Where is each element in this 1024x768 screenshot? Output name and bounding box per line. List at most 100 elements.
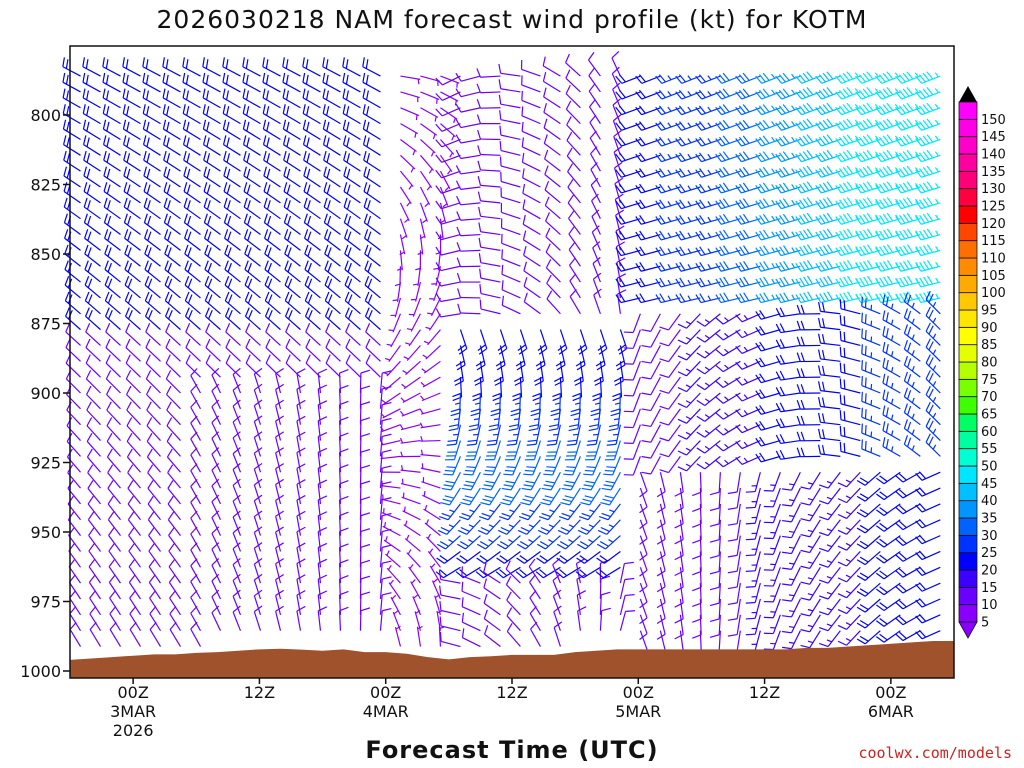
barb-flag <box>544 149 549 160</box>
barb-flag <box>106 432 113 442</box>
barb-shaft <box>721 91 741 100</box>
barb-shaft <box>421 392 441 402</box>
wind-barb <box>242 88 261 109</box>
barb-shaft <box>559 345 566 366</box>
barb-shaft <box>284 269 301 283</box>
wind-barb <box>623 376 641 397</box>
wind-barb <box>612 114 622 140</box>
barb-shaft <box>592 278 601 299</box>
wind-barb <box>232 478 242 505</box>
barb-shaft <box>522 192 541 204</box>
barb-flag <box>722 135 730 144</box>
barb-flag <box>564 469 575 472</box>
barb-flag <box>362 135 367 145</box>
barb-shaft <box>253 563 262 584</box>
barb-flag <box>739 168 746 177</box>
barb-flag <box>659 437 669 442</box>
barb-shaft <box>82 81 101 93</box>
barb-shaft <box>63 206 81 220</box>
barb-flag <box>62 104 66 114</box>
barb-shaft <box>542 65 561 77</box>
barb-flag <box>508 428 519 432</box>
barb-flag <box>247 231 252 241</box>
barb-half-flag <box>434 116 437 122</box>
wind-barb <box>167 464 181 489</box>
barb-flag <box>223 197 228 208</box>
barb-flag <box>106 448 113 458</box>
barb-shaft <box>772 630 781 650</box>
wind-barb <box>296 399 306 425</box>
barb-shaft <box>499 329 508 349</box>
barb-flag <box>722 151 730 160</box>
barb-flag <box>745 554 756 557</box>
barb-shaft <box>102 112 121 125</box>
barb-flag <box>655 278 662 288</box>
wind-barb <box>125 354 141 378</box>
barb-flag <box>759 168 766 177</box>
wind-barb <box>483 594 501 616</box>
barb-flag <box>322 88 326 99</box>
barb-flag <box>186 121 190 132</box>
wind-barb <box>83 166 101 188</box>
barb-flag <box>677 387 687 393</box>
barb-flag <box>778 74 786 83</box>
barb-flag <box>62 88 66 99</box>
barb-flag <box>521 106 524 116</box>
barb-flag <box>802 135 810 144</box>
barb-shaft <box>781 75 801 84</box>
barb-shaft <box>85 378 101 394</box>
wind-barb <box>264 291 281 315</box>
barb-flag <box>242 104 246 114</box>
barb-half-flag <box>422 354 428 359</box>
barb-flag <box>639 506 648 514</box>
barb-shaft <box>145 362 161 378</box>
barb-half-flag <box>383 521 387 528</box>
wind-barb <box>775 182 801 194</box>
wind-barb <box>755 260 781 272</box>
barb-shaft <box>338 388 342 409</box>
wind-barb <box>477 191 501 204</box>
barb-flag <box>742 119 750 129</box>
barb-half-flag <box>404 218 409 224</box>
barb-flag <box>165 74 169 85</box>
barb-flag <box>739 215 746 224</box>
barb-flag <box>124 244 129 255</box>
wind-barb <box>435 231 461 241</box>
wind-barb <box>420 435 441 442</box>
wind-barb <box>775 434 801 445</box>
barb-shaft <box>754 551 761 571</box>
barb-flag <box>659 293 666 302</box>
barb-flag <box>658 74 666 83</box>
barb-flag <box>86 200 91 210</box>
wind-barb <box>435 154 461 163</box>
barb-flag <box>306 121 310 132</box>
barb-flag <box>556 557 565 564</box>
barb-shaft <box>211 596 222 616</box>
barb-flag <box>459 541 469 547</box>
barb-shaft <box>530 628 541 647</box>
barb-flag <box>285 323 291 333</box>
barb-shaft <box>379 531 383 552</box>
barb-shaft <box>621 218 641 225</box>
barb-flag <box>635 169 642 178</box>
barb-shaft <box>480 153 501 156</box>
wind-barb <box>264 244 281 267</box>
barb-shaft <box>772 535 781 555</box>
barb-half-flag <box>707 75 712 81</box>
wind-barb <box>755 357 781 368</box>
barb-flag <box>62 57 66 67</box>
wind-barb <box>222 135 241 156</box>
barb-shaft <box>338 468 342 489</box>
barb-flag <box>520 501 530 506</box>
barb-shaft <box>460 170 481 175</box>
barb-flag <box>232 399 241 407</box>
barb-half-flag <box>724 380 729 385</box>
barb-flag <box>775 122 782 131</box>
barb-shaft <box>621 91 641 100</box>
barb-flag <box>147 278 153 288</box>
wind-barb <box>190 589 202 616</box>
barb-flag <box>715 184 722 194</box>
wind-barb <box>565 53 581 77</box>
barb-shaft <box>427 551 441 568</box>
barb-flag <box>718 105 726 114</box>
